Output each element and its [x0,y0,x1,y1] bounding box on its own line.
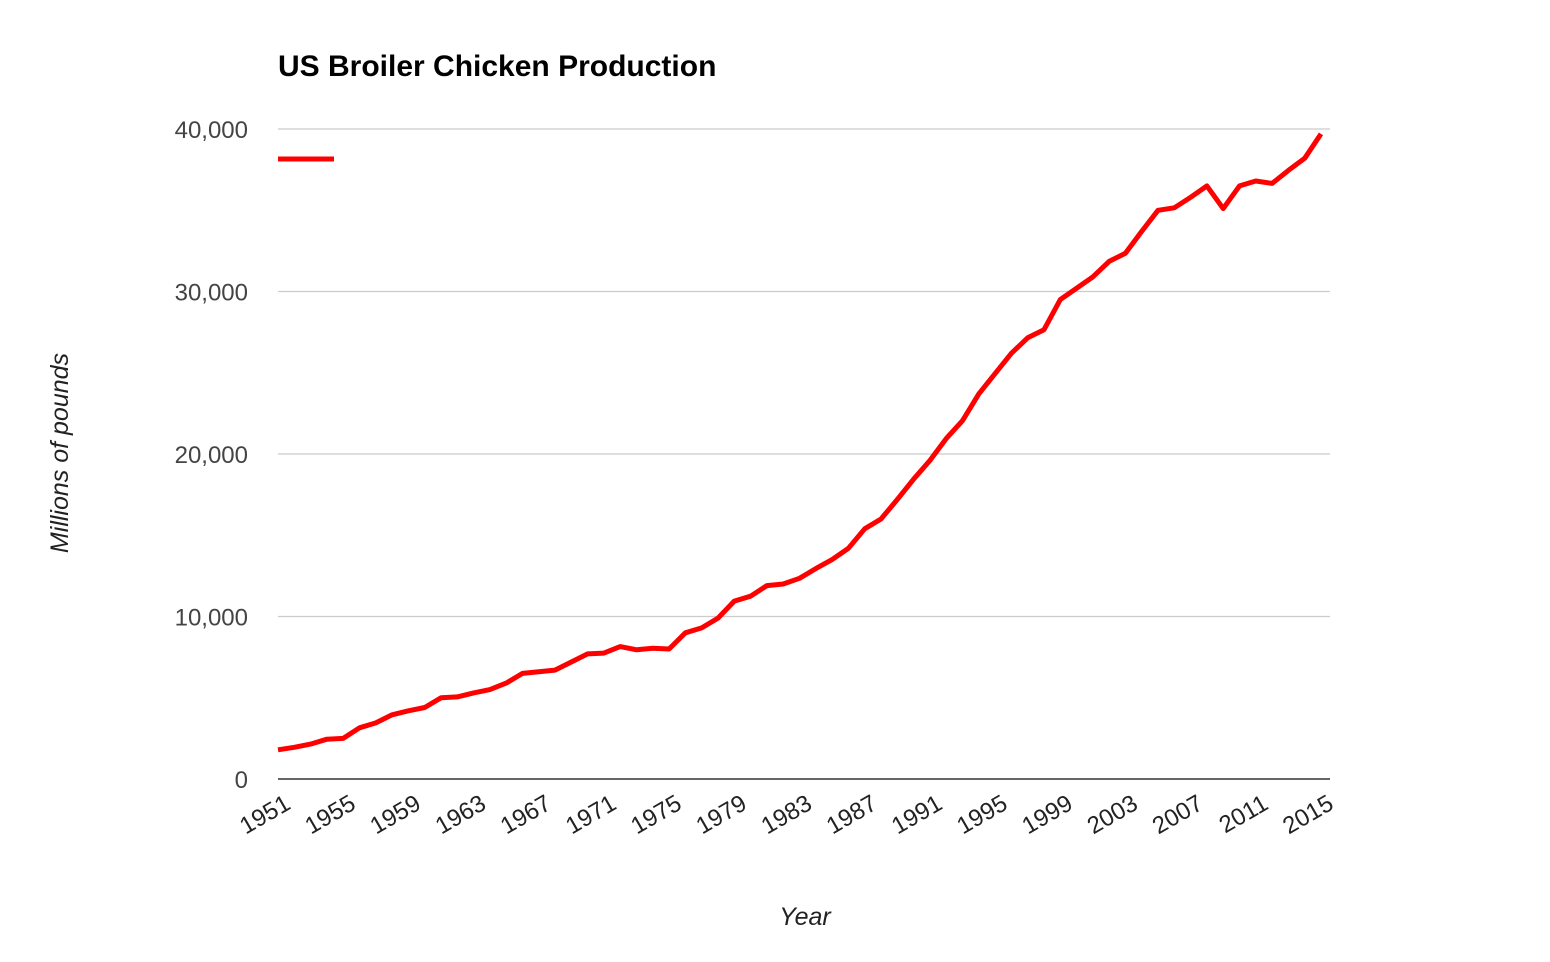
y-tick-label: 30,000 [175,280,248,307]
x-tick-label: 1995 [952,790,1012,840]
x-tick-label: 1951 [235,790,295,840]
x-tick-label: 2011 [1215,790,1273,839]
chart-title: US Broiler Chicken Production [278,50,716,83]
y-tick-label: 10,000 [175,605,248,632]
x-tick-label: 1987 [822,790,882,840]
x-tick-label: 1983 [757,790,817,840]
x-tick-label: 1999 [1018,790,1078,840]
x-axis-title: Year [779,903,832,931]
x-tick-label: 1971 [561,790,621,840]
x-tick-label: 1959 [366,790,426,840]
y-axis-ticks: 0 10,000 20,000 30,000 40,000 [175,117,248,794]
y-tick-label: 40,000 [175,117,248,144]
y-tick-label: 20,000 [175,442,248,469]
x-tick-label: 2015 [1278,790,1338,840]
y-axis-title: Millions of pounds [46,353,74,553]
y-tick-label: 0 [235,767,248,794]
x-tick-label: 1967 [496,790,556,840]
x-tick-label: 1963 [431,790,491,840]
x-tick-label: 2007 [1148,790,1208,840]
gridlines [278,128,1330,780]
series-layer [277,132,1324,753]
series-line [277,132,1324,753]
x-tick-label: 1975 [626,790,686,840]
x-tick-label: 1955 [300,790,360,840]
x-tick-label: 1979 [692,790,752,840]
x-tick-label: 2003 [1083,790,1143,840]
x-axis-ticks: 1951 1955 1959 1963 1967 1971 1975 1979 1983 1987… [235,790,1338,840]
x-tick-label: 1991 [887,790,947,840]
